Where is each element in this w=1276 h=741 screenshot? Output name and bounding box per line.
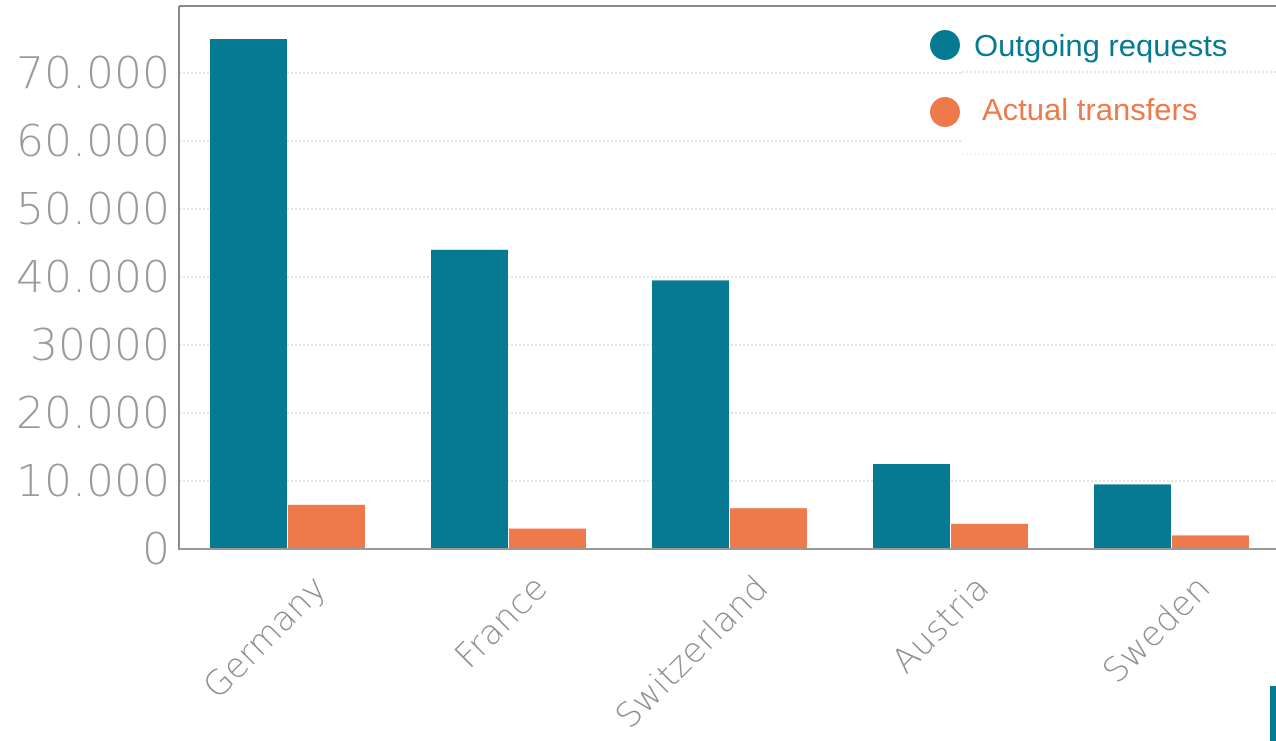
legend-marker-actual-transfers: [930, 97, 960, 127]
bar-switzerland-outgoing-requests: [652, 280, 729, 549]
bar-sweden-outgoing-requests: [1094, 484, 1171, 549]
bar-germany-outgoing-requests: [210, 39, 287, 549]
bar-france-actual-transfers: [509, 528, 586, 549]
legend-background: [962, 70, 1276, 156]
y-tick-label: 40.000: [16, 252, 170, 303]
x-tick-label-switzerland: Switzerland: [608, 568, 777, 737]
y-tick-label: 20.000: [16, 388, 170, 439]
y-tick-label: 50.000: [16, 184, 170, 235]
x-tick-labels: Germany France Switzerland Austria Sweden: [196, 568, 1219, 737]
bar-france-outgoing-requests: [431, 249, 508, 550]
bar-germany-actual-transfers: [288, 504, 365, 549]
y-tick-label: 10.000: [16, 456, 170, 507]
legend: Outgoing requests Actual transfers: [930, 28, 1276, 156]
bar-austria-outgoing-requests: [873, 464, 950, 549]
y-tick-label: 60.000: [16, 116, 170, 167]
bars: [210, 39, 1249, 550]
legend-label-actual-transfers: Actual transfers: [982, 92, 1197, 127]
legend-marker-outgoing-requests: [930, 30, 960, 60]
x-tick-label-france: France: [447, 568, 555, 676]
bar-austria-actual-transfers: [951, 523, 1028, 549]
x-tick-label-sweden: Sweden: [1095, 568, 1218, 691]
x-tick-label-austria: Austria: [884, 568, 997, 681]
bar-switzerland-actual-transfers: [730, 508, 807, 549]
axes: [178, 5, 1276, 550]
y-tick-label: 30000: [30, 320, 170, 371]
bar-sweden-actual-transfers: [1172, 535, 1249, 549]
y-tick-label: 70.000: [16, 48, 170, 99]
legend-label-outgoing-requests: Outgoing requests: [974, 28, 1227, 63]
corner-accent-bar: [1270, 686, 1276, 741]
x-tick-label-germany: Germany: [196, 568, 335, 707]
y-tick-labels: 0 10.000 20.000 30000 40.000 50.000 60.000 70.0…: [16, 48, 170, 575]
y-tick-label: 0: [142, 524, 170, 575]
